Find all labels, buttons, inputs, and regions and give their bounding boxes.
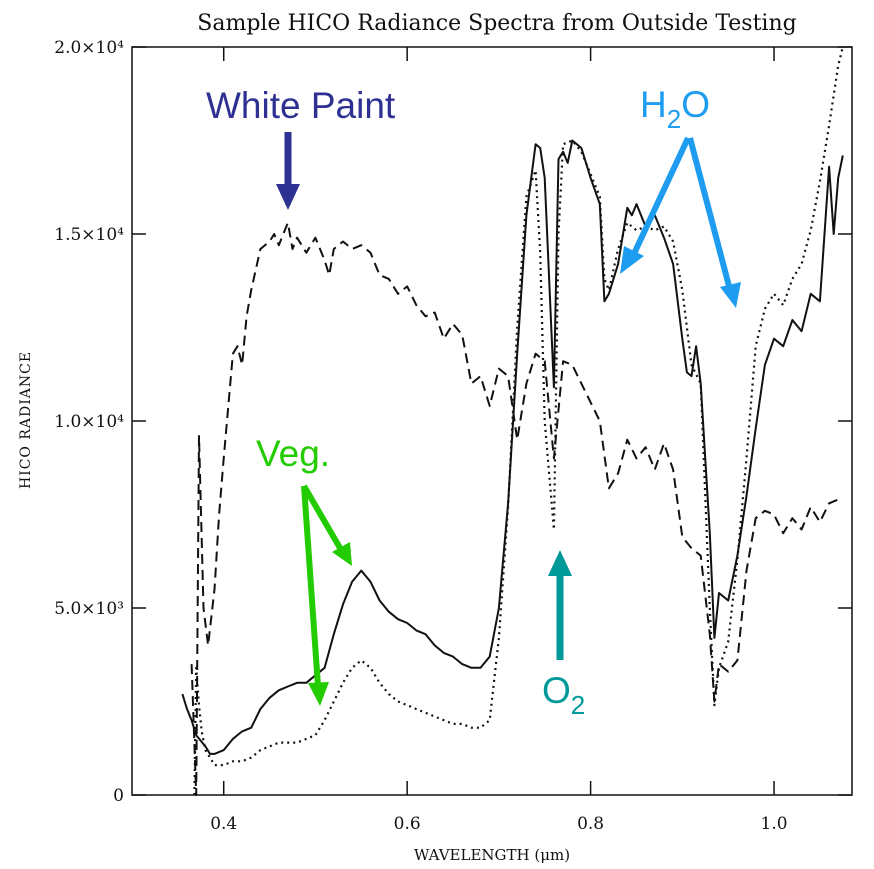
x-axis-ticks: 0.4 0.6 0.8 1.0 — [210, 47, 788, 834]
x-tick-label: 0.8 — [577, 814, 604, 834]
y-tick-label: 0 — [113, 786, 124, 806]
white-paint-label: White Paint — [206, 85, 396, 126]
series-line-solid — [181, 139, 844, 755]
veg-arrow-upper — [301, 484, 343, 550]
veg-arrowhead-upper — [332, 542, 352, 566]
h2o-arrowhead-right — [720, 282, 741, 308]
h2o-arrow-left — [629, 136, 691, 260]
veg-arrow-lower — [301, 485, 321, 687]
y-axis-ticks: 0 5.0×10³ 1.0×10⁴ 1.5×10⁴ 2.0×10⁴ — [54, 38, 852, 806]
annotation-o2: O2 — [542, 550, 585, 720]
chart-title: Sample HICO Radiance Spectra from Outsid… — [197, 11, 796, 36]
y-axis-label: HICO RADIANCE — [18, 351, 34, 489]
annotation-white-paint: White Paint — [206, 85, 396, 210]
y-tick-label: 1.0×10⁴ — [54, 412, 124, 432]
white-paint-arrowhead — [276, 184, 300, 210]
series-layer — [181, 46, 844, 796]
series-line-dotted — [193, 46, 844, 796]
y-tick-label: 5.0×10³ — [54, 599, 124, 619]
h2o-arrowhead-left — [620, 246, 644, 274]
h2o-label: H2O — [640, 84, 710, 134]
annotation-veg: Veg. — [256, 433, 352, 706]
h2o-arrow-right — [687, 137, 733, 291]
x-axis-label: WAVELENGTH (μm) — [414, 846, 570, 864]
y-tick-label: 2.0×10⁴ — [54, 38, 124, 58]
o2-arrowhead — [548, 550, 572, 576]
plot-frame — [131, 46, 853, 796]
annotation-h2o: H2O — [620, 84, 741, 308]
veg-arrowhead-lower — [308, 682, 329, 706]
o2-label: O2 — [542, 670, 585, 720]
x-tick-label: 0.6 — [394, 814, 421, 834]
series-line-dashed — [190, 221, 839, 796]
veg-label: Veg. — [256, 433, 330, 474]
y-tick-label: 1.5×10⁴ — [54, 225, 124, 245]
x-tick-label: 0.4 — [210, 814, 237, 834]
x-tick-label: 1.0 — [761, 814, 788, 834]
